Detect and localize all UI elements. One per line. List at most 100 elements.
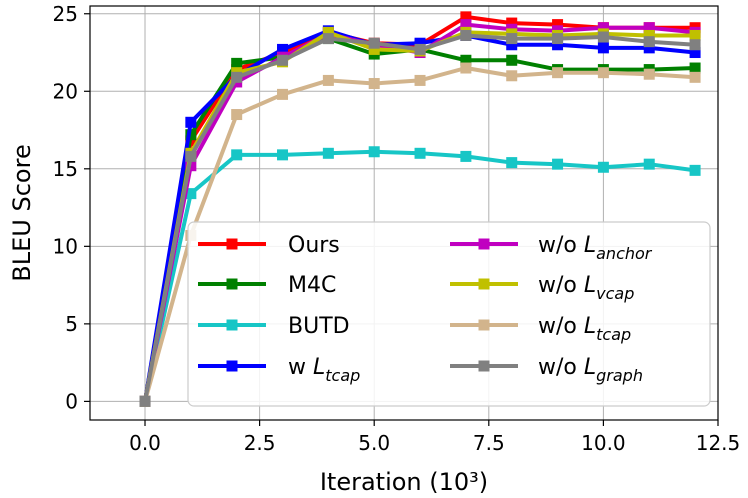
x-tick-label: 7.5 [473,431,505,455]
legend-item: M4C [198,273,336,298]
data-point [368,37,380,49]
legend-item: Ours [198,233,340,258]
legend-label-symbol: L [584,233,596,258]
data-point [506,39,518,51]
legend-label-subscript: graph [596,366,643,385]
legend-label: w/o Lgraph [538,355,643,385]
legend-label-main: w/o [538,355,584,380]
data-point [414,147,426,159]
data-point [185,129,197,141]
x-tick-label: 0.0 [129,431,161,455]
data-point [552,39,564,51]
data-point [322,33,334,45]
y-tick-label: 5 [65,312,78,336]
data-point [185,150,197,162]
data-point [689,39,701,51]
series-lines [139,11,701,407]
y-tick-label: 15 [53,157,78,181]
data-point [643,42,655,54]
data-point [597,31,609,43]
legend-label-subscript: anchor [596,244,653,263]
data-point [277,43,289,55]
data-point [414,43,426,55]
data-point [460,11,472,23]
legend-label: M4C [288,273,336,298]
data-point [506,33,518,45]
x-tick-label: 2.5 [244,431,276,455]
data-point [368,146,380,158]
data-point [231,71,243,83]
data-point [689,164,701,176]
legend-item: w Ltcap [198,355,360,385]
series-butd [139,146,701,407]
data-point [460,19,472,31]
legend-label-main: BUTD [288,314,350,339]
y-axis-label: BLEU Score [8,144,36,281]
data-point [460,29,472,41]
legend-label: w Ltcap [288,355,360,385]
y-tick-label: 20 [53,79,78,103]
data-point [506,17,518,29]
data-point [689,62,701,74]
legend-label-main: Ours [288,233,340,258]
data-point [689,29,701,41]
legend-label-main: M4C [288,273,336,298]
data-point [460,54,472,66]
data-point [368,78,380,90]
data-point [139,395,151,407]
data-point [460,150,472,162]
data-point [552,158,564,170]
data-point [277,88,289,100]
data-point [506,157,518,169]
data-point [552,67,564,79]
legend-marker [478,360,490,372]
legend-label-subscript: tcap [596,325,631,344]
legend-item: w/o Lvcap [450,273,634,303]
x-tick-label: 5.0 [358,431,390,455]
data-point [552,33,564,45]
data-point [231,109,243,121]
legend-item: BUTD [198,314,350,339]
data-point [231,149,243,161]
legend-marker [226,278,238,290]
y-tick-label: 25 [53,2,78,26]
legend-marker [226,319,238,331]
data-point [689,47,701,59]
plot-area-frame [89,5,719,421]
x-axis-ticks: 0.0 2.5 5.0 7.5 10.0 12.5 [129,420,740,455]
data-point [643,36,655,48]
legend-label: Ours [288,233,340,258]
data-point [597,22,609,34]
data-point [277,149,289,161]
data-point [597,161,609,173]
data-point [368,43,380,55]
legend-item: w/o Lanchor [450,233,653,263]
legend-label: BUTD [288,314,350,339]
legend-marker [226,238,238,250]
legend-label-subscript: vcap [596,284,634,303]
legend-label: w/o Lanchor [538,233,653,263]
data-point [552,19,564,31]
y-tick-label: 10 [53,234,78,258]
data-point [322,26,334,38]
legend-label: w/o Lvcap [538,273,634,303]
legend-marker [226,360,238,372]
data-point [506,70,518,82]
y-tick-label: 0 [65,389,78,413]
data-point [506,54,518,66]
x-axis-label: Iteration (10³) [320,468,488,496]
x-tick-label: 10.0 [581,431,626,455]
data-point [643,22,655,34]
legend-item: w/o Lgraph [450,355,643,385]
data-point [643,29,655,41]
legend-marker [478,238,490,250]
legend-label-symbol: L [584,314,596,339]
y-axis-ticks: 0 5 10 15 20 25 [53,2,90,413]
data-point [414,74,426,86]
data-point [643,68,655,80]
legend-label-main: w [288,355,313,380]
data-point [643,158,655,170]
legend-label-symbol: L [584,273,596,298]
